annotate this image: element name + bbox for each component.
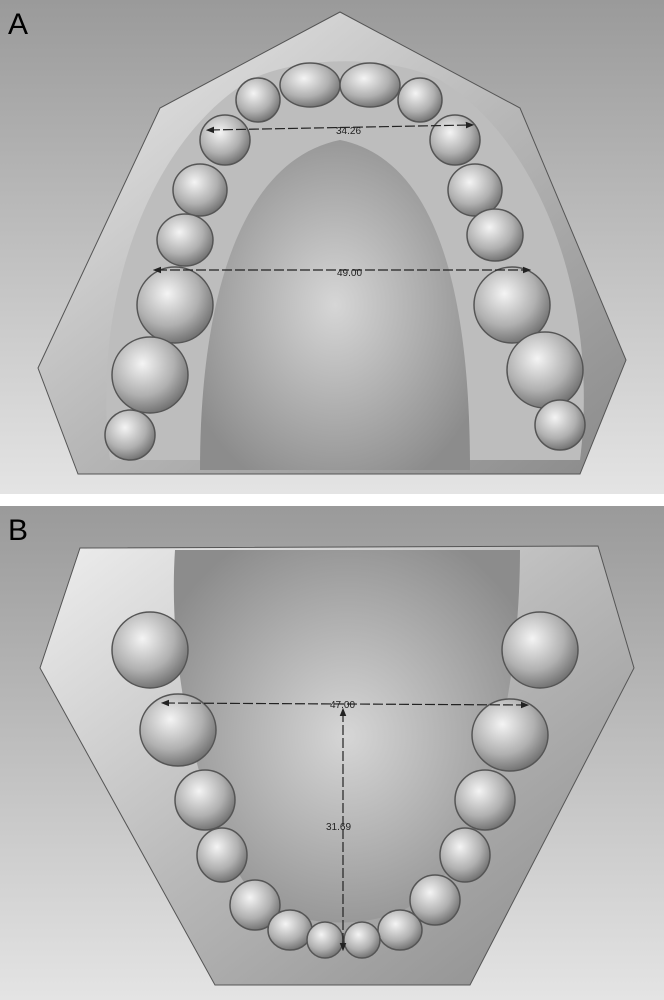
palate [200, 140, 470, 470]
measure-line [205, 121, 475, 134]
panel-a: 34.26 49.00 A [0, 0, 664, 494]
panel-label: A [8, 8, 28, 41]
tongue-area [173, 550, 520, 923]
panel-b: 47.00 31.69 B [0, 506, 664, 1000]
panel-label: B [8, 514, 28, 547]
measurement: 49.00 [337, 268, 362, 279]
measure-line [160, 699, 530, 709]
measurement: 31.69 [326, 822, 351, 833]
measurement: 34.26 [336, 126, 361, 137]
teeth [111, 611, 579, 959]
measurement: 47.00 [330, 700, 355, 711]
